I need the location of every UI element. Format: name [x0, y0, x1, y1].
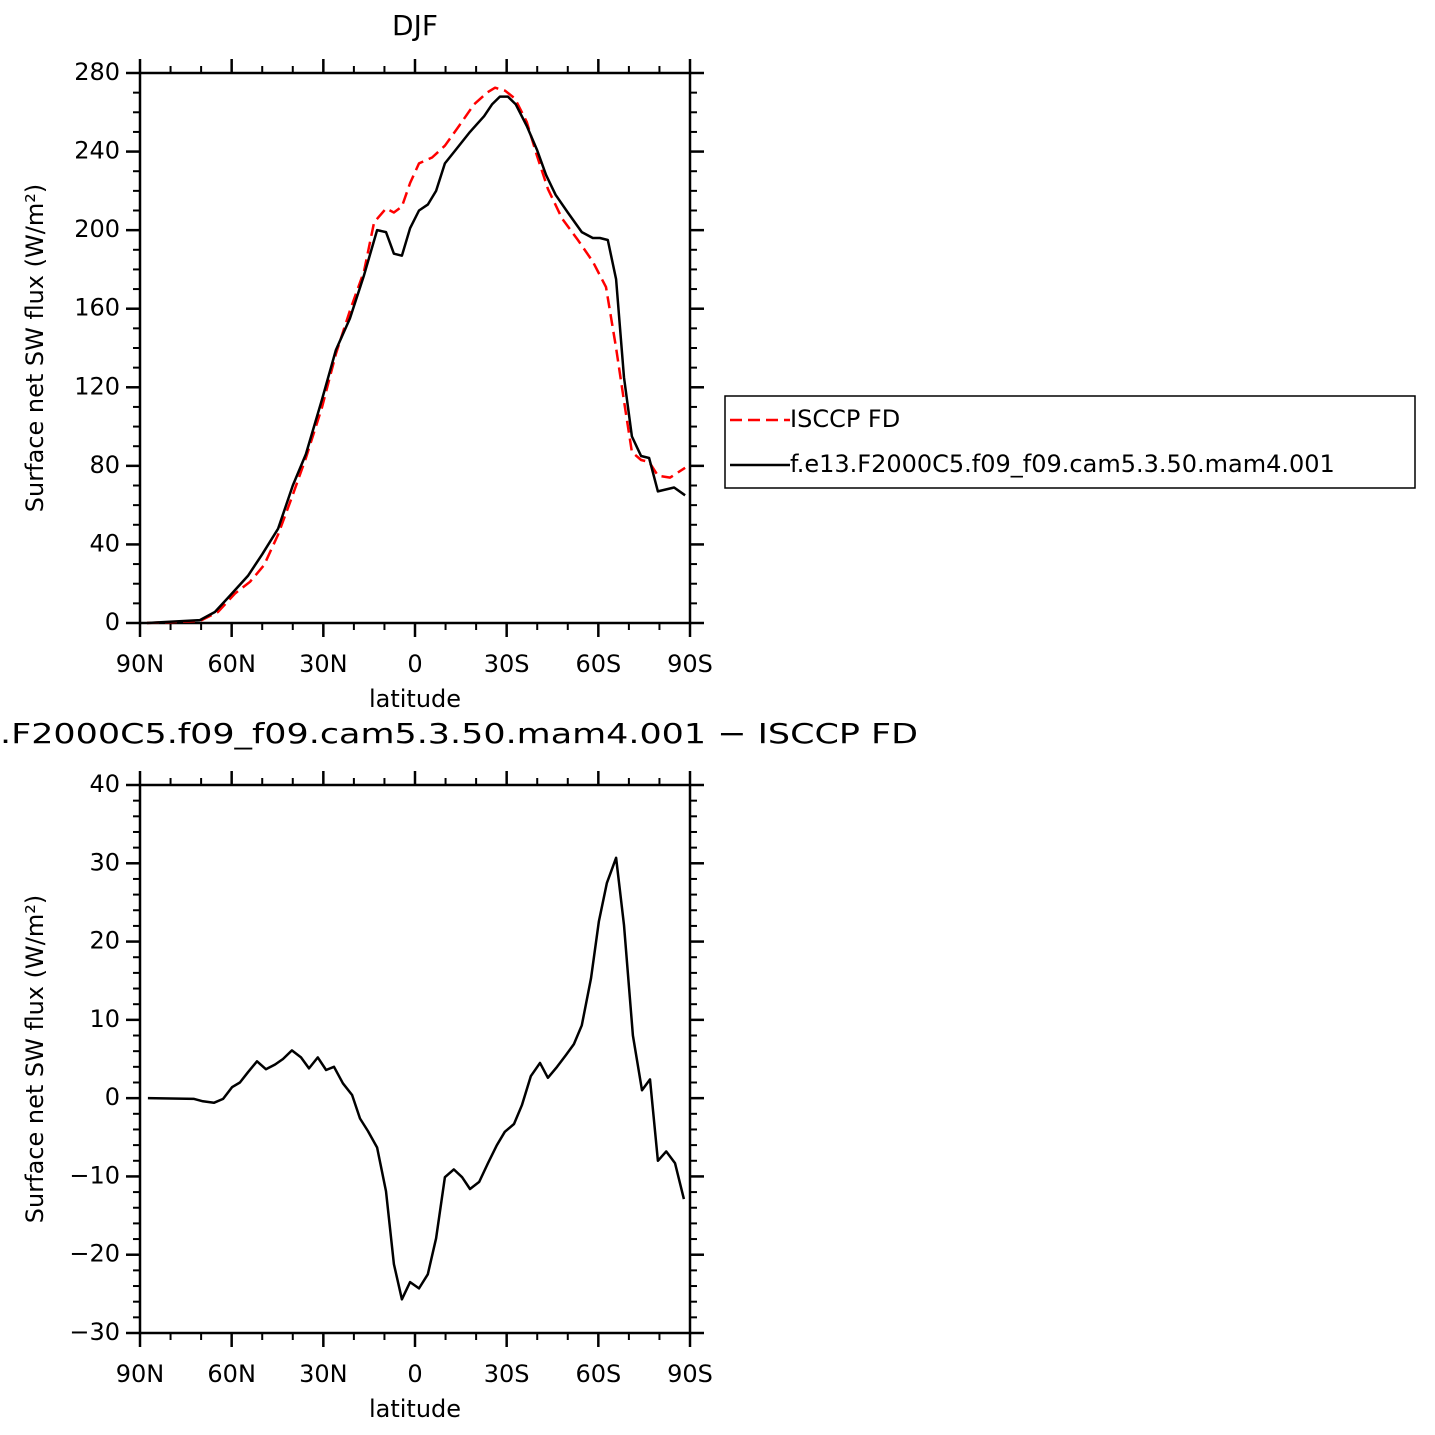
plot-frame	[138, 71, 692, 625]
x-tick-label: 90S	[667, 650, 713, 678]
data-line	[146, 95, 686, 625]
x-tick-label: 90N	[116, 650, 165, 678]
x-tick-label: 30N	[299, 1360, 348, 1388]
x-tick-label: 60S	[575, 1360, 621, 1388]
y-tick-label: 120	[74, 372, 120, 400]
y-tick-label: 200	[74, 215, 120, 243]
y-tick-label: −10	[69, 1161, 120, 1189]
x-tick-label: 30S	[484, 650, 530, 678]
x-axis-label: latitude	[369, 685, 461, 713]
chart-title: .F2000C5.f09_f09.cam5.3.50.mam4.001 − IS…	[0, 717, 918, 750]
y-tick-label: 0	[105, 1083, 120, 1111]
x-axis-label: latitude	[369, 1395, 461, 1423]
x-tick-label: 30N	[299, 650, 348, 678]
y-axis-label: Surface net SW flux (W/m²)	[21, 895, 49, 1223]
x-tick-label: 90S	[667, 1360, 713, 1388]
y-tick-label: 0	[105, 608, 120, 636]
x-tick-label: 0	[407, 1360, 422, 1388]
y-tick-label: 160	[74, 294, 120, 322]
x-tick-label: 90N	[116, 1360, 165, 1388]
y-tick-label: 40	[89, 529, 120, 557]
y-tick-label: −20	[69, 1240, 120, 1268]
y-tick-label: 20	[89, 927, 120, 955]
data-line	[147, 856, 686, 1301]
plot-frame	[138, 783, 692, 1335]
legend-label: ISCCP FD	[790, 405, 900, 433]
data-line	[146, 86, 686, 625]
x-tick-label: 30S	[484, 1360, 530, 1388]
y-tick-label: 240	[74, 137, 120, 165]
y-tick-label: 40	[89, 770, 120, 798]
x-tick-label: 60S	[575, 650, 621, 678]
chart-title: DJF	[392, 9, 438, 42]
y-tick-label: 80	[89, 451, 120, 479]
legend-label: f.e13.F2000C5.f09_f09.cam5.3.50.mam4.001	[790, 450, 1335, 478]
y-tick-label: −30	[69, 1318, 120, 1346]
y-axis-label: Surface net SW flux (W/m²)	[21, 184, 49, 512]
x-tick-label: 0	[407, 650, 422, 678]
x-tick-label: 60N	[207, 650, 256, 678]
x-tick-label: 60N	[207, 1360, 256, 1388]
y-tick-label: 10	[89, 1005, 120, 1033]
legend-box	[724, 395, 1416, 489]
y-tick-label: 30	[89, 848, 120, 876]
y-tick-label: 280	[74, 58, 120, 86]
